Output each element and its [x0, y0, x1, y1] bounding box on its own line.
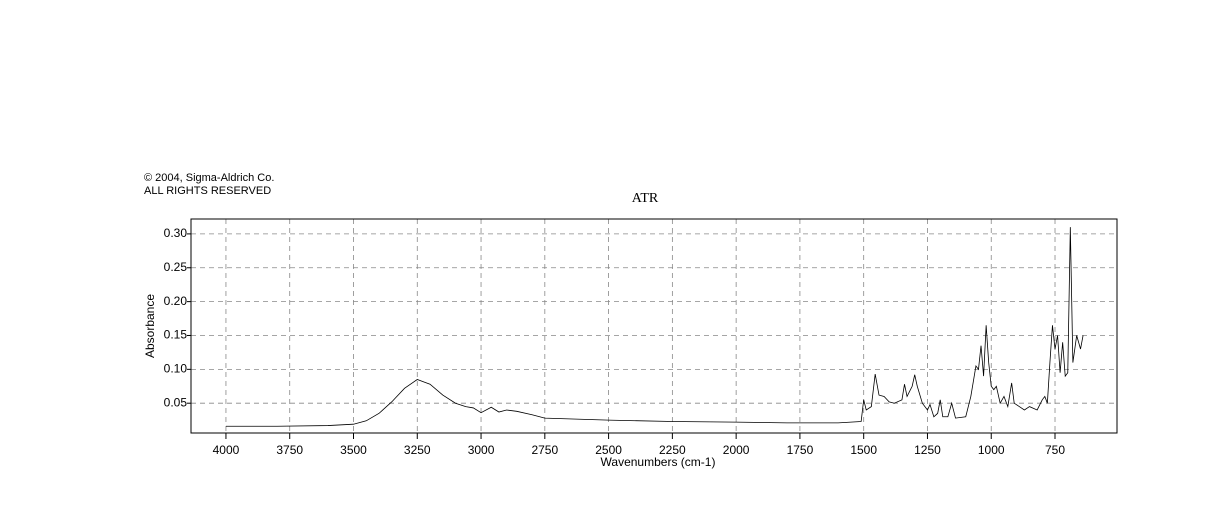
x-tick-label: 2500: [595, 443, 622, 457]
x-tick-label: 3250: [404, 443, 431, 457]
x-tick-label: 1000: [978, 443, 1005, 457]
spectrum-line: [225, 227, 1084, 427]
y-tick-label: 0.15: [164, 328, 188, 342]
y-tick-label: 0.05: [164, 395, 188, 409]
x-axis-label: Wavenumbers (cm-1): [601, 455, 716, 469]
y-axis-label: Absorbance: [143, 294, 157, 358]
x-tick-label: 3000: [468, 443, 495, 457]
x-tick-label: 2250: [659, 443, 686, 457]
x-tick-label: 2000: [723, 443, 750, 457]
y-tick-label: 0.25: [164, 260, 188, 274]
y-tick-label: 0.10: [164, 362, 188, 376]
x-tick-label: 1250: [914, 443, 941, 457]
copyright: © 2004, Sigma-Aldrich Co.: [144, 172, 274, 184]
plot-frame: [190, 218, 1118, 434]
chart-title: ATR: [632, 191, 659, 206]
x-tick-label: 2750: [531, 443, 558, 457]
x-tick-label: 750: [1045, 443, 1065, 457]
x-tick-label: 3750: [276, 443, 303, 457]
x-tick-label: 1500: [850, 443, 877, 457]
copyright: ALL RIGHTS RESERVED: [144, 185, 271, 197]
x-tick-label: 1750: [787, 443, 814, 457]
x-tick-label: 4000: [213, 443, 240, 457]
y-tick-label: 0.20: [164, 294, 188, 308]
y-tick-label: 0.30: [164, 226, 188, 240]
x-tick-label: 3500: [340, 443, 367, 457]
